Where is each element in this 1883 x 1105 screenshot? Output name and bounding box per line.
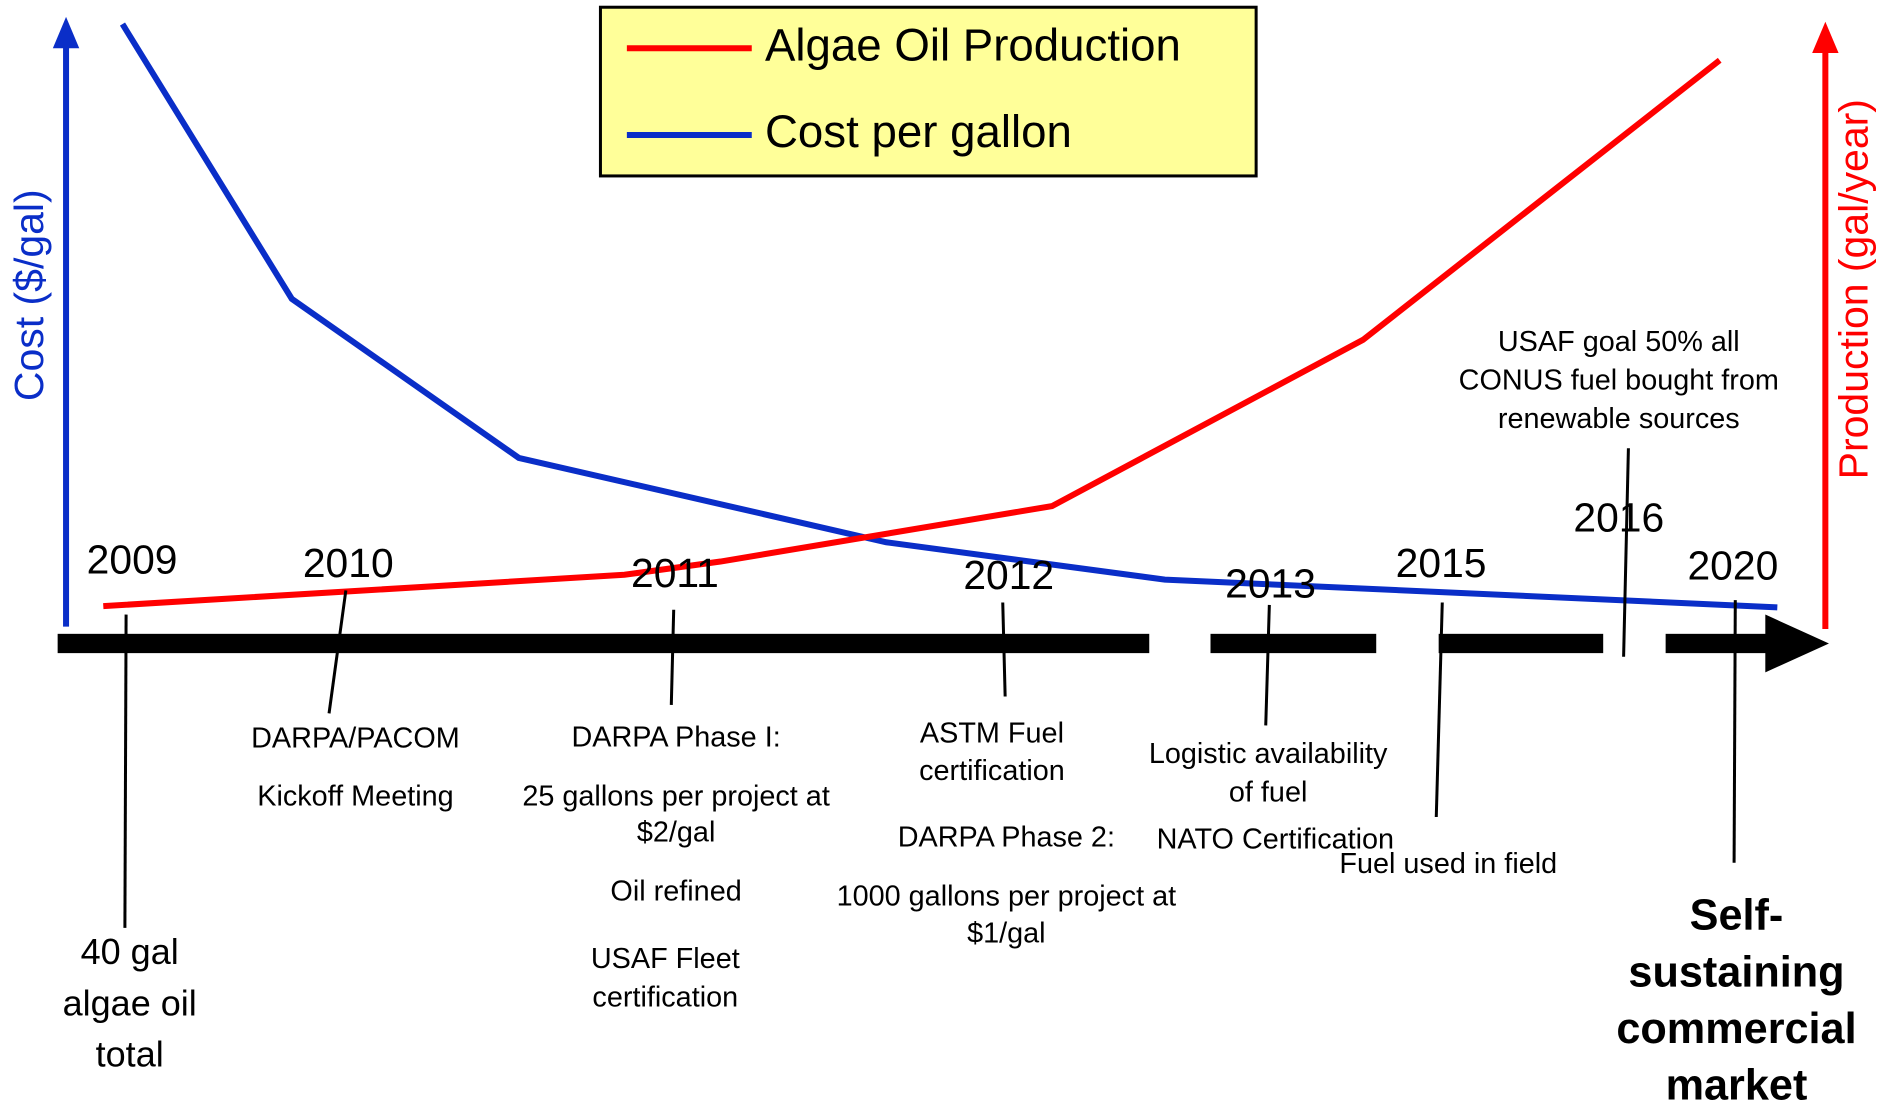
production-line [103, 57, 1722, 610]
annotation: CONUS fuel bought from [1459, 365, 1779, 397]
right-arrow [1812, 21, 1839, 54]
annotation: certification [919, 755, 1065, 787]
year-label: 2012 [963, 552, 1054, 598]
annotation: 25 gallons per project at [522, 780, 830, 812]
legend-box [598, 5, 1258, 178]
left-axis-label: Cost ($/gal) [6, 189, 52, 401]
annotation: Kickoff Meeting [257, 780, 453, 812]
year-label: 2020 [1687, 543, 1778, 589]
year-label: 2010 [303, 540, 394, 586]
year-label: 2011 [631, 550, 719, 596]
year-label: 2009 [87, 536, 178, 582]
right-axis-label: Production (gal/year) [1830, 99, 1876, 479]
legend-label: Algae Oil Production [765, 19, 1181, 70]
annotation: Oil refined [610, 876, 741, 908]
year-label: 2013 [1225, 561, 1316, 607]
annotation: 40 gal [81, 931, 179, 972]
annotation: NATO Certification [1157, 824, 1394, 856]
annotation: DARPA Phase I: [571, 721, 780, 753]
annotation: total [96, 1033, 164, 1074]
annotation: Fuel used in field [1339, 848, 1557, 880]
timeline-bar [57, 614, 1829, 673]
annotation: USAF goal 50% all [1498, 326, 1740, 358]
annotation: certification [592, 982, 738, 1014]
annotation: ASTM Fuel [920, 718, 1064, 750]
annotation: USAF Fleet [591, 943, 740, 975]
annotation: 1000 gallons per project at [837, 880, 1177, 912]
annotation: market [1666, 1062, 1808, 1105]
annotation: DARPA/PACOM [251, 722, 460, 754]
annotation: Logistic availability [1149, 738, 1388, 770]
annotation: sustaining [1628, 948, 1844, 996]
annotation: renewable sources [1498, 403, 1740, 435]
annotation: of fuel [1229, 777, 1307, 809]
year-label: 2016 [1573, 494, 1664, 540]
annotation: algae oil [63, 983, 197, 1024]
year-label: 2015 [1396, 540, 1487, 586]
legend-label: Cost per gallon [765, 106, 1072, 157]
left-arrow [52, 16, 80, 49]
cost-line [119, 22, 1778, 611]
year-ticks [123, 448, 1737, 928]
annotation: $2/gal [637, 816, 716, 848]
annotation: commercial [1616, 1005, 1856, 1053]
annotation: Self- [1690, 892, 1784, 940]
annotation: $1/gal [967, 918, 1046, 950]
annotation: DARPA Phase 2: [898, 821, 1115, 853]
